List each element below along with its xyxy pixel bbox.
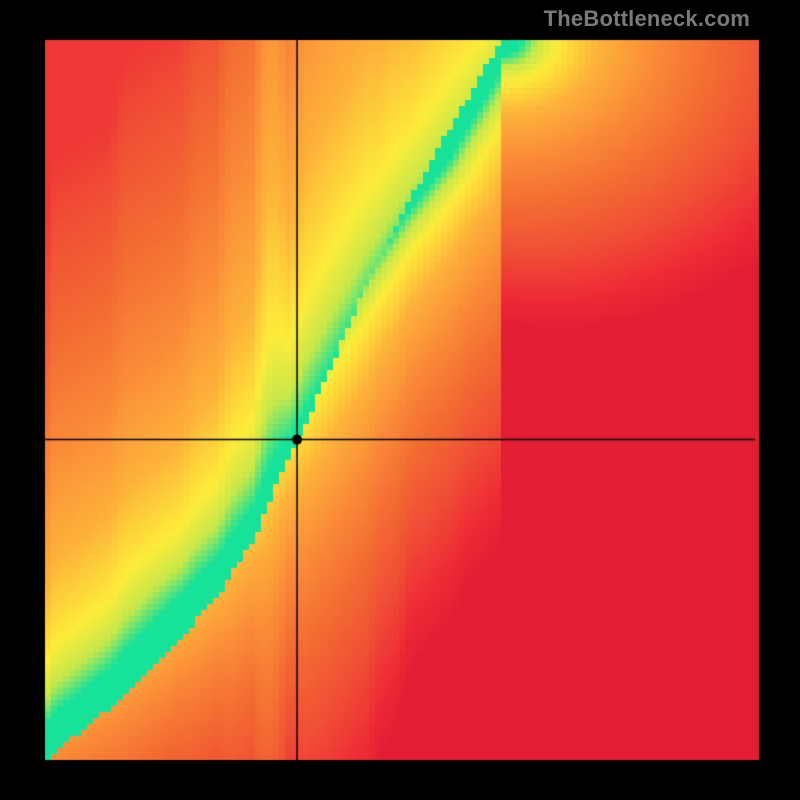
heatmap-canvas	[0, 0, 800, 800]
watermark-text: TheBottleneck.com	[544, 6, 750, 32]
